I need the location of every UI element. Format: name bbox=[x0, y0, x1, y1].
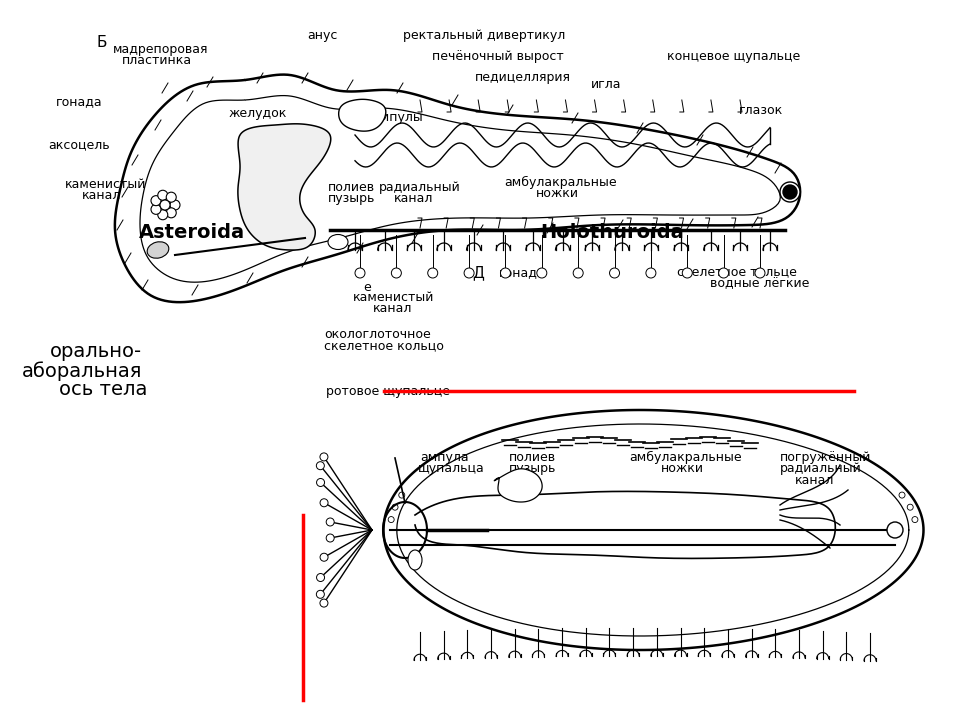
Text: Holothuroida: Holothuroida bbox=[540, 223, 684, 242]
Ellipse shape bbox=[147, 242, 169, 258]
Circle shape bbox=[398, 492, 405, 498]
Text: е: е bbox=[363, 281, 371, 294]
Circle shape bbox=[166, 192, 177, 202]
Circle shape bbox=[783, 185, 797, 199]
Text: каменистый: каменистый bbox=[65, 178, 147, 191]
Circle shape bbox=[326, 518, 334, 526]
Text: Б: Б bbox=[96, 35, 107, 50]
Circle shape bbox=[573, 268, 583, 278]
Circle shape bbox=[317, 479, 324, 487]
Text: игла: игла bbox=[590, 78, 621, 91]
Circle shape bbox=[388, 516, 395, 523]
Text: амбулакральные: амбулакральные bbox=[629, 451, 741, 464]
Circle shape bbox=[157, 210, 168, 220]
Circle shape bbox=[157, 190, 168, 200]
Polygon shape bbox=[383, 410, 924, 650]
Text: щупальца: щупальца bbox=[418, 462, 485, 475]
Circle shape bbox=[326, 534, 334, 542]
Circle shape bbox=[780, 182, 800, 202]
Circle shape bbox=[912, 516, 918, 523]
Text: полиев: полиев bbox=[328, 181, 375, 194]
Text: ножки: ножки bbox=[536, 187, 579, 200]
Text: канал: канал bbox=[372, 302, 412, 315]
Polygon shape bbox=[339, 99, 386, 131]
Circle shape bbox=[392, 504, 398, 510]
Circle shape bbox=[907, 504, 913, 510]
Circle shape bbox=[170, 200, 180, 210]
Circle shape bbox=[320, 599, 328, 607]
Circle shape bbox=[899, 492, 905, 498]
Text: канал: канал bbox=[795, 474, 834, 487]
Text: скелетное тельце: скелетное тельце bbox=[677, 265, 797, 278]
Ellipse shape bbox=[328, 235, 348, 250]
Text: концевое щупальце: концевое щупальце bbox=[667, 50, 801, 63]
Text: канал: канал bbox=[394, 192, 433, 205]
Text: глазок: глазок bbox=[739, 104, 783, 117]
Circle shape bbox=[755, 268, 765, 278]
Circle shape bbox=[320, 553, 328, 561]
Circle shape bbox=[317, 590, 324, 598]
Text: пузырь: пузырь bbox=[509, 462, 556, 475]
Circle shape bbox=[464, 268, 474, 278]
Text: Д: Д bbox=[472, 265, 484, 280]
Polygon shape bbox=[140, 96, 780, 282]
Text: ампула: ампула bbox=[420, 451, 469, 464]
Text: ось тела: ось тела bbox=[59, 380, 147, 399]
Circle shape bbox=[392, 268, 401, 278]
Text: окологлоточное: окологлоточное bbox=[324, 328, 431, 341]
Text: радиальный: радиальный bbox=[780, 462, 861, 475]
Circle shape bbox=[683, 268, 692, 278]
Text: ротовое щупальце: ротовое щупальце bbox=[326, 385, 450, 398]
Circle shape bbox=[355, 268, 365, 278]
Circle shape bbox=[151, 204, 161, 215]
Text: печёночный вырост: печёночный вырост bbox=[432, 50, 564, 63]
Text: радиальный: радиальный bbox=[379, 181, 461, 194]
Circle shape bbox=[887, 522, 903, 538]
Text: скелетное кольцо: скелетное кольцо bbox=[324, 339, 444, 352]
Circle shape bbox=[317, 462, 324, 469]
Circle shape bbox=[160, 200, 170, 210]
Text: педицеллярия: педицеллярия bbox=[475, 71, 571, 84]
Text: пузырь: пузырь bbox=[328, 192, 375, 205]
Circle shape bbox=[317, 574, 324, 582]
Circle shape bbox=[500, 268, 511, 278]
Text: аксоцель: аксоцель bbox=[48, 138, 109, 151]
Circle shape bbox=[428, 268, 438, 278]
Text: амбулакральные: амбулакральные bbox=[504, 176, 616, 189]
Text: анус: анус bbox=[307, 29, 338, 42]
Text: желудок: желудок bbox=[228, 107, 287, 120]
Text: гонада: гонада bbox=[499, 266, 546, 279]
Text: Asteroida: Asteroida bbox=[139, 223, 245, 242]
Polygon shape bbox=[115, 75, 801, 302]
Circle shape bbox=[166, 208, 177, 218]
Text: орально-: орально- bbox=[50, 342, 142, 361]
Text: рот: рот bbox=[274, 181, 297, 194]
Text: ножки: ножки bbox=[660, 462, 704, 475]
Ellipse shape bbox=[408, 550, 422, 570]
Text: каменистый: каменистый bbox=[353, 291, 435, 304]
Circle shape bbox=[785, 187, 795, 197]
Circle shape bbox=[320, 499, 328, 507]
Text: аборальная: аборальная bbox=[21, 361, 142, 381]
Text: ампулы: ампулы bbox=[372, 111, 423, 124]
Circle shape bbox=[320, 453, 328, 461]
Text: канал: канал bbox=[82, 189, 121, 202]
Text: мадрепоровая: мадрепоровая bbox=[113, 43, 208, 56]
Polygon shape bbox=[238, 124, 331, 250]
Circle shape bbox=[537, 268, 547, 278]
Circle shape bbox=[719, 268, 729, 278]
Text: водные лёгкие: водные лёгкие bbox=[710, 277, 810, 290]
Text: гонада: гонада bbox=[56, 95, 103, 108]
Text: погружённый: погружённый bbox=[780, 451, 871, 464]
Circle shape bbox=[610, 268, 619, 278]
Circle shape bbox=[151, 196, 161, 206]
Text: полиев: полиев bbox=[509, 451, 556, 464]
Text: ректальный дивертикул: ректальный дивертикул bbox=[403, 29, 565, 42]
Circle shape bbox=[646, 268, 656, 278]
Text: пластинка: пластинка bbox=[122, 54, 192, 67]
Polygon shape bbox=[494, 469, 542, 502]
